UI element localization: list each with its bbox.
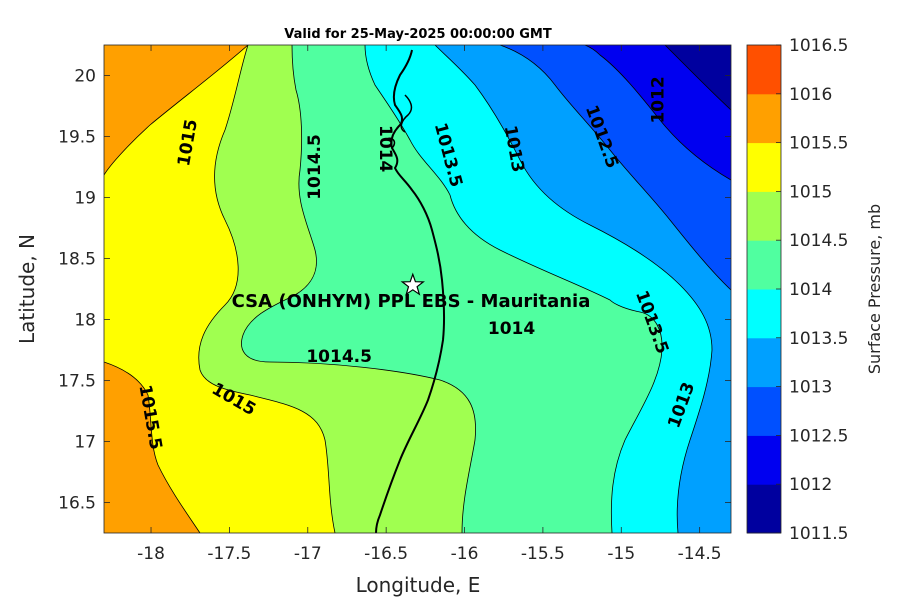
x-tick-label: -16 [451, 544, 479, 564]
x-tick-label: -17.5 [207, 544, 251, 564]
x-axis-ticks: -18 -17.5 -17 -16.5 -16 -15.5 -15 -14.5 [137, 45, 722, 564]
contour-label: 1014.5 [305, 134, 325, 200]
pressure-contour-field [104, 45, 731, 533]
colorbar-tick-label: 1011.5 [789, 524, 848, 544]
colorbar-ticks: 1011.5 1012 1012.5 1013 1013.5 1014 1014.5 1015… [776, 36, 848, 544]
contour-label-text: 1014 [375, 125, 395, 172]
colorbar [746, 44, 782, 534]
contour-label-text: 1014.5 [305, 134, 325, 200]
band-1015-5-nw [104, 45, 248, 175]
y-tick-label: 18.5 [58, 250, 96, 270]
x-tick-label: -14.5 [678, 544, 722, 564]
contour-label: 1014 [488, 319, 535, 339]
site-label: CSA (ONHYM) PPL EBS - Mauritania [232, 291, 591, 312]
x-axis-label: Longitude, E [356, 573, 481, 597]
x-tick-label: -17 [294, 544, 322, 564]
colorbar-segment [747, 289, 781, 339]
colorbar-tick-label: 1015.5 [789, 134, 848, 154]
contour-label: 1014.5 [306, 347, 372, 367]
y-tick-label: 19 [74, 189, 96, 209]
colorbar-tick-label: 1012 [789, 475, 832, 495]
colorbar-segment [747, 191, 781, 241]
contour-label-text: 1014 [488, 319, 535, 339]
band-1015-5-sw [104, 362, 200, 533]
colorbar-segment [747, 386, 781, 436]
colorbar-tick-label: 1013 [789, 378, 832, 398]
colorbar-segment [747, 142, 781, 192]
y-axis-ticks: 16.5 17 17.5 18 18.5 19 19.5 20 [58, 67, 731, 514]
coastline [375, 49, 446, 533]
colorbar-segment [747, 337, 781, 388]
colorbar-tick-label: 1016 [789, 85, 832, 105]
y-tick-label: 17.5 [58, 372, 96, 392]
map-title: Valid for 25-May-2025 00:00:00 GMT [284, 27, 552, 42]
x-tick-label: -16.5 [364, 544, 408, 564]
y-tick-label: 18 [74, 311, 96, 331]
contour-label: 1014 [375, 125, 395, 172]
colorbar-segment [747, 240, 781, 290]
x-tick-label: -18 [137, 544, 165, 564]
x-tick-label: -15 [607, 544, 635, 564]
colorbar-tick-label: 1014.5 [789, 231, 848, 251]
site-star-icon [400, 272, 425, 296]
contour-label-text: 1014.5 [306, 347, 372, 367]
colorbar-tick-label: 1015 [789, 182, 832, 202]
x-tick-label: -15.5 [521, 544, 565, 564]
y-tick-label: 17 [74, 433, 96, 453]
band-1012 [585, 45, 731, 180]
colorbar-label: Surface Pressure, mb [865, 204, 884, 374]
colorbar-segment [747, 435, 781, 485]
contour-label-text: 1012 [648, 76, 668, 123]
colorbar-tick-label: 1012.5 [789, 426, 848, 446]
colorbar-segment [747, 93, 781, 144]
y-tick-label: 20 [74, 67, 96, 87]
colorbar-tick-label: 1013.5 [789, 329, 848, 349]
plot-frame [103, 44, 732, 534]
colorbar-tick-label: 1014 [789, 280, 832, 300]
y-tick-label: 16.5 [58, 494, 96, 514]
y-axis-label: Latitude, N [15, 234, 39, 344]
y-tick-label: 19.5 [58, 128, 96, 148]
colorbar-segment [747, 45, 781, 95]
colorbar-tick-label: 1016.5 [789, 36, 848, 56]
contour-label: 1012 [648, 76, 668, 123]
colorbar-segment [747, 484, 781, 534]
